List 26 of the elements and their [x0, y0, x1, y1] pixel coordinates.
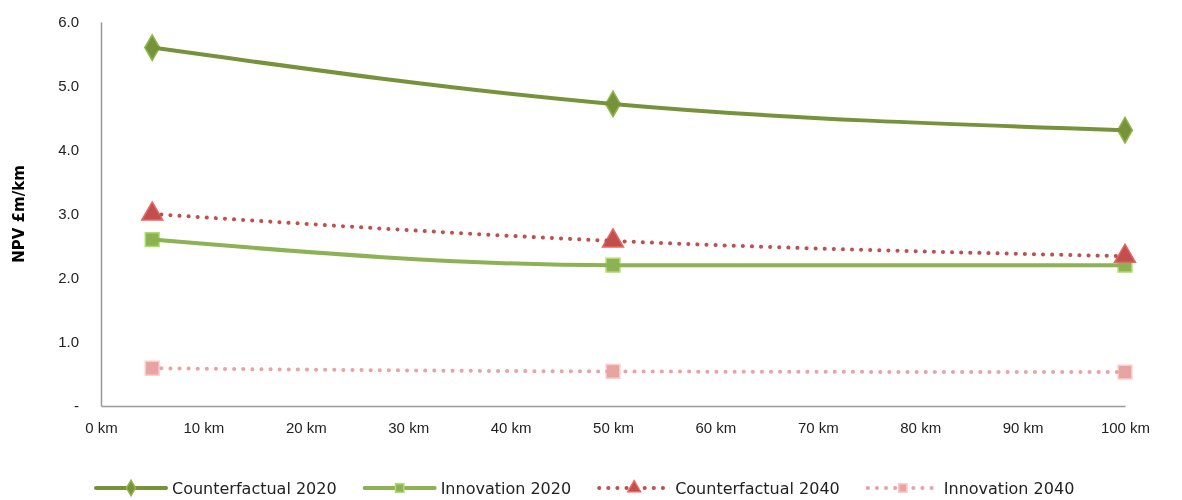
legend-label: Innovation 2020: [440, 479, 572, 498]
legend-label: Counterfactual 2020: [172, 479, 337, 498]
point: [144, 360, 160, 376]
x-tick-label: 0 km: [85, 418, 118, 436]
x-tick-label: 80 km: [900, 418, 942, 436]
x-tick-label: 20 km: [285, 418, 327, 436]
x-tick-label: 60 km: [695, 418, 737, 436]
x-tick-label: 10 km: [183, 418, 225, 436]
legend-label: Innovation 2040: [943, 479, 1075, 498]
legend-label: Counterfactual 2040: [675, 479, 840, 498]
x-tick-label: 50 km: [593, 418, 634, 436]
x-tick-label: 90 km: [1002, 418, 1044, 436]
y-tick-label: 1.0: [58, 333, 79, 351]
y-tick-label: -: [74, 397, 79, 415]
x-tick-label: 70 km: [797, 418, 839, 436]
y-tick-label: 5.0: [58, 77, 79, 95]
y-tick-label: 2.0: [58, 269, 79, 287]
x-tick-label: 100 km: [1100, 418, 1151, 436]
x-tick-label: 40 km: [490, 418, 532, 436]
y-tick-label: 6.0: [58, 13, 79, 31]
x-tick-label: 30 km: [388, 418, 430, 436]
y-tick-label: 4.0: [58, 141, 79, 159]
y-axis-title: NPV £m/km: [10, 165, 28, 263]
point: [605, 363, 621, 380]
y-tick-label: 3.0: [58, 205, 79, 223]
point: [1117, 364, 1133, 380]
